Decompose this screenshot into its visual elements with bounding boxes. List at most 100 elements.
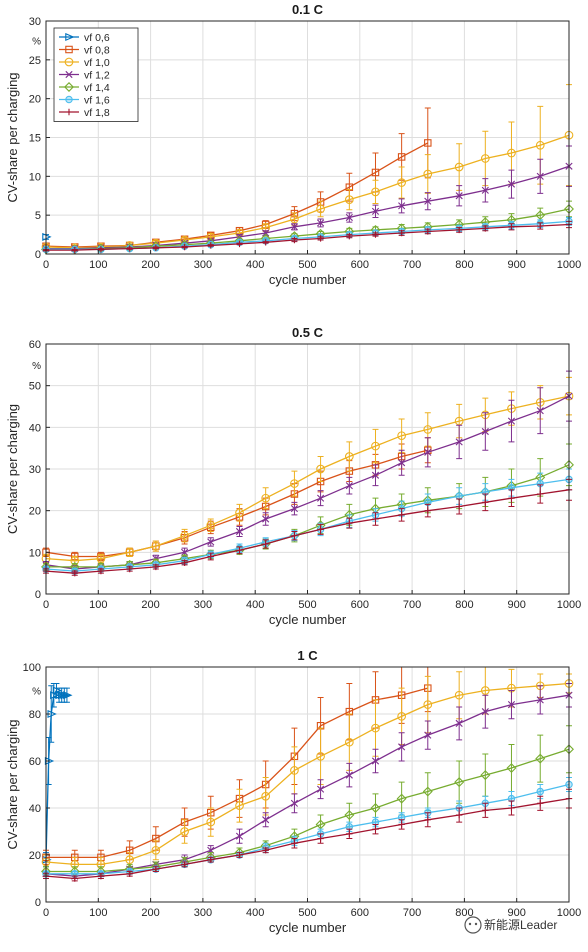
legend-marker xyxy=(64,57,74,67)
error-bar xyxy=(537,734,544,783)
data-point xyxy=(316,494,325,502)
x-tick-label: 200 xyxy=(141,599,159,611)
x-tick-label: 100 xyxy=(89,259,107,271)
x-tick-label: 800 xyxy=(455,259,473,271)
data-point xyxy=(481,427,489,436)
data-point xyxy=(482,225,489,232)
data-point xyxy=(480,154,490,163)
series-line xyxy=(46,223,570,251)
data-point xyxy=(454,162,464,172)
data-point xyxy=(536,172,544,180)
watermark: 新能源Leader xyxy=(464,916,557,934)
data-point xyxy=(151,845,161,855)
x-tick-label: 900 xyxy=(508,599,526,611)
data-point xyxy=(290,223,299,231)
data-point xyxy=(181,559,188,566)
data-point xyxy=(535,140,545,150)
x-tick-label: 800 xyxy=(455,599,473,611)
data-point xyxy=(508,494,515,502)
data-point xyxy=(397,711,406,721)
data-point xyxy=(262,816,270,824)
x-tick-label: 900 xyxy=(508,907,526,919)
unit-label: % xyxy=(32,361,41,372)
data-point xyxy=(290,504,299,513)
chart-title: 1 C xyxy=(297,648,318,663)
data-point xyxy=(346,830,353,838)
data-point xyxy=(316,751,325,761)
data-point xyxy=(152,563,160,571)
data-point xyxy=(398,459,406,467)
legend-label: vf 1,6 xyxy=(84,95,110,107)
x-tick-label: 100 xyxy=(89,599,107,611)
data-point xyxy=(536,696,544,704)
x-tick-label: 600 xyxy=(351,907,369,919)
data-point xyxy=(262,847,269,854)
y-tick-label: 60 xyxy=(29,339,41,351)
data-point xyxy=(181,243,188,251)
data-point xyxy=(290,479,299,488)
data-point xyxy=(536,407,544,415)
data-point xyxy=(535,753,546,764)
data-point xyxy=(181,548,189,556)
y-axis-label: CV-share per charging xyxy=(5,72,20,202)
data-point xyxy=(316,785,325,793)
data-point xyxy=(507,148,516,158)
y-tick-label: 30 xyxy=(29,464,41,476)
legend-label: vf 1,8 xyxy=(84,107,110,119)
data-point xyxy=(151,541,161,551)
data-point xyxy=(371,441,380,451)
legend-marker xyxy=(65,70,73,79)
error-bar xyxy=(291,470,298,497)
legend-marker xyxy=(64,82,74,92)
legend-marker xyxy=(65,45,73,54)
data-point xyxy=(236,851,243,859)
data-point xyxy=(261,791,271,801)
data-point xyxy=(235,508,244,518)
data-point xyxy=(455,438,463,446)
x-tick-label: 0 xyxy=(43,907,49,919)
x-axis-label: cycle number xyxy=(269,920,347,935)
series-line xyxy=(46,783,570,875)
data-point xyxy=(398,511,405,519)
error-bar xyxy=(346,441,353,472)
data-point xyxy=(371,207,380,215)
data-point xyxy=(207,553,214,560)
data-point xyxy=(371,471,380,479)
error-bar xyxy=(372,179,379,205)
data-point xyxy=(261,493,271,503)
data-point xyxy=(424,816,431,823)
watermark-icon-dot xyxy=(474,922,478,926)
x-tick-label: 600 xyxy=(351,599,369,611)
data-point xyxy=(480,686,490,695)
data-point xyxy=(57,691,68,700)
data-point xyxy=(262,229,270,237)
data-point xyxy=(344,737,354,747)
data-point xyxy=(455,811,463,819)
data-point xyxy=(316,464,325,474)
data-point xyxy=(207,242,214,249)
error-bar xyxy=(48,685,55,743)
data-point xyxy=(126,870,133,877)
error-bar xyxy=(372,428,379,464)
legend: vf 0,6vf 0,8vf 1,0vf 1,2vf 1,4vf 1,6vf 1… xyxy=(53,27,139,122)
data-point xyxy=(481,186,489,194)
data-point xyxy=(423,169,433,179)
data-point xyxy=(398,743,406,751)
chart-panel-1: 0 100 200 300 400 500 600 700 800 900 1000 0 5 10 15 20… xyxy=(5,2,581,287)
y-tick-label: 20 xyxy=(29,94,41,106)
data-point xyxy=(371,187,380,197)
data-point xyxy=(291,236,298,244)
data-point xyxy=(455,503,463,510)
y-tick-label: 10 xyxy=(29,171,41,183)
data-point xyxy=(371,168,380,177)
data-point xyxy=(60,691,70,700)
y-tick-label: 50 xyxy=(29,381,41,393)
data-point xyxy=(236,547,243,554)
chart-title: 0.1 C xyxy=(292,2,324,17)
x-tick-label: 0 xyxy=(43,259,49,271)
data-point xyxy=(424,731,432,739)
x-tick-label: 500 xyxy=(298,599,316,611)
data-point xyxy=(454,777,465,788)
data-point xyxy=(181,861,188,868)
